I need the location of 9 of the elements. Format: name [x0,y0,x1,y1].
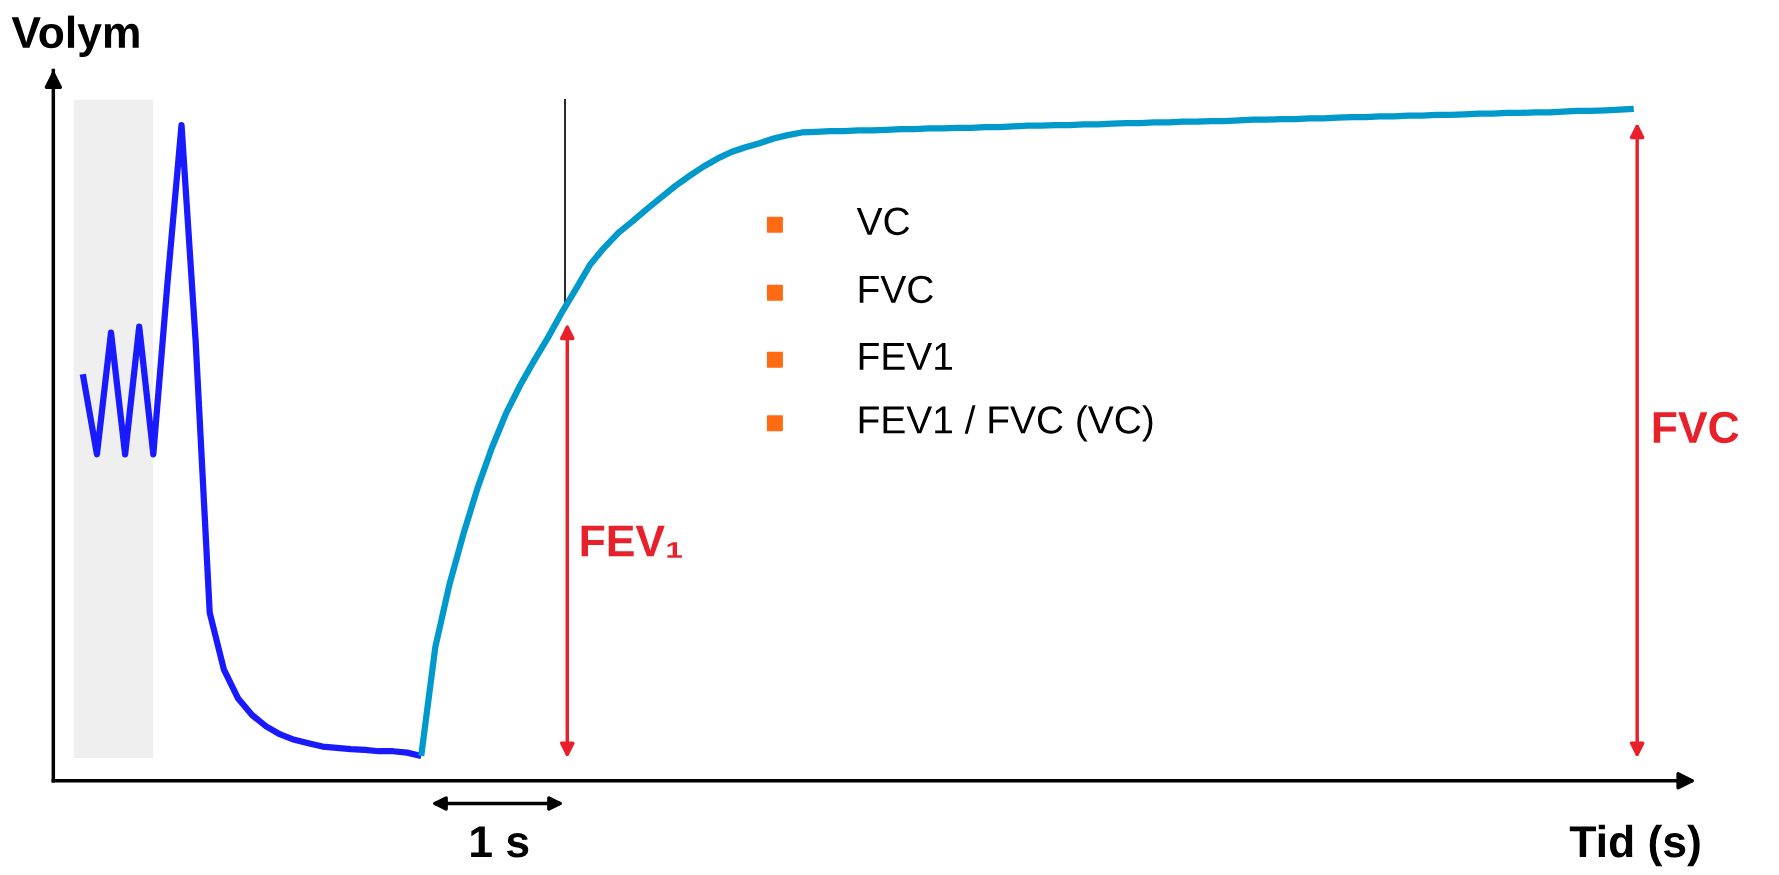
annotation: FEV₁ [581,525,682,558]
y-axis-title: Volym [11,15,139,58]
annotation: FEV1 [859,343,952,370]
text: FVC [1653,411,1739,444]
text: 1 s [471,826,529,858]
annotation: VC [856,207,910,236]
x-axis-title: Tid (s) [1569,824,1700,867]
annotation: FVC [859,275,933,304]
annotation: FEV1 / FVC (VC) [859,405,1153,442]
